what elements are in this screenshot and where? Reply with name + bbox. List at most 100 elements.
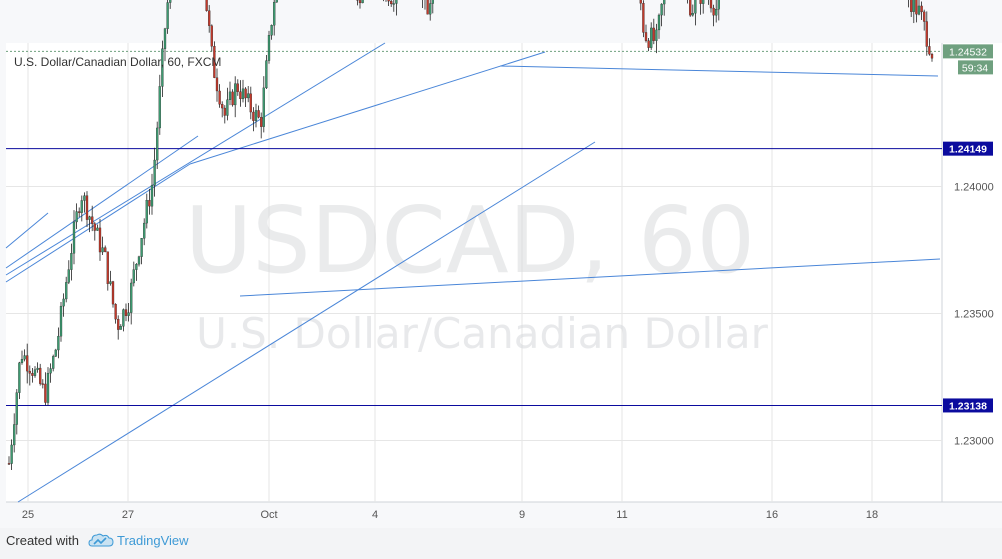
price-axis-area xyxy=(942,43,1002,502)
time-tick-label: 25 xyxy=(22,509,34,521)
price-axis: 1.260001.255001.250001.240001.235001.230… xyxy=(954,182,994,448)
watermark-symbol: USDCAD, 60 xyxy=(185,187,755,294)
candle-body xyxy=(657,14,661,31)
tradingview-link[interactable]: TradingView xyxy=(117,533,189,548)
candle-body xyxy=(244,88,247,99)
candle-body xyxy=(52,356,55,369)
candle-body xyxy=(267,35,271,61)
trendline xyxy=(5,163,191,283)
candle-body xyxy=(10,444,13,464)
trendline xyxy=(189,51,546,165)
candle-body xyxy=(915,0,918,15)
candle-body xyxy=(104,247,107,252)
level-tag-label: 1.23138 xyxy=(949,400,987,412)
candle-body xyxy=(390,0,393,5)
last-price-tag xyxy=(943,44,993,59)
candle-body xyxy=(257,110,260,118)
candle-body xyxy=(689,0,692,16)
candle-body xyxy=(93,223,96,231)
candle-body xyxy=(262,87,265,127)
candle-body xyxy=(18,362,21,393)
candle-body xyxy=(145,200,148,224)
time-tick-label: 4 xyxy=(372,509,378,521)
candle-body xyxy=(208,10,211,26)
candle-body xyxy=(20,359,24,363)
candle-body xyxy=(57,335,60,351)
trendline xyxy=(5,42,386,276)
time-tick-label: 27 xyxy=(122,509,134,521)
candle-body xyxy=(239,91,242,100)
candle-body xyxy=(28,370,31,374)
candle-body xyxy=(130,282,133,313)
candle-body xyxy=(213,46,216,78)
candle-body xyxy=(694,0,697,14)
price-tick-label: 1.23000 xyxy=(954,436,994,448)
candle-body xyxy=(712,7,715,16)
candle-body xyxy=(361,0,364,4)
candle-body xyxy=(231,91,234,106)
candle-body xyxy=(923,11,926,22)
price-tick-label: 1.23500 xyxy=(954,309,994,321)
candle-body xyxy=(166,2,169,29)
last-price-label: 1.24532 xyxy=(949,46,987,58)
candles xyxy=(7,0,934,471)
candle-body xyxy=(275,0,278,3)
candle-body xyxy=(254,110,258,121)
candle-body xyxy=(917,5,921,15)
price-tags: 1.260771.253471.248811.241491.231381.245… xyxy=(943,44,993,413)
candle-body xyxy=(88,216,91,220)
candle-body xyxy=(135,263,138,270)
candle-body xyxy=(98,227,102,253)
footer xyxy=(0,528,1002,559)
candle-body xyxy=(273,1,276,26)
candle-body xyxy=(54,349,57,357)
level-tag xyxy=(943,398,993,413)
candle-body xyxy=(153,159,156,186)
candle-body xyxy=(163,28,167,49)
candle-body xyxy=(925,21,928,47)
countdown-label: 59:34 xyxy=(962,62,988,74)
candle-body xyxy=(7,463,11,465)
time-tick-label: Oct xyxy=(260,509,277,521)
candle-body xyxy=(717,0,720,10)
candle-body xyxy=(26,355,29,372)
candle-body xyxy=(72,221,76,254)
candle-body xyxy=(395,0,398,4)
candle-body xyxy=(387,0,390,2)
candle-body xyxy=(652,27,655,41)
candle-body xyxy=(127,312,130,316)
candle-body xyxy=(23,355,26,360)
level-tag xyxy=(943,141,993,156)
candle-body xyxy=(101,247,104,253)
candle-body xyxy=(62,298,65,307)
candle-body xyxy=(241,88,245,100)
candle-body xyxy=(143,222,146,239)
candle-body xyxy=(140,238,143,257)
candle-body xyxy=(161,48,164,87)
trendline xyxy=(5,135,199,269)
candle-body xyxy=(111,281,115,305)
candle-body xyxy=(169,0,172,3)
candle-body xyxy=(33,369,37,376)
candle-body xyxy=(15,392,18,425)
candle-body xyxy=(158,86,161,129)
candle-body xyxy=(265,60,268,89)
candle-body xyxy=(234,83,237,106)
candle-body xyxy=(647,40,650,48)
candle-body xyxy=(41,383,44,385)
trendline xyxy=(17,141,596,503)
candle-body xyxy=(655,29,658,41)
candle-body xyxy=(91,216,94,224)
candle-body xyxy=(930,54,934,59)
candle-body xyxy=(426,0,429,15)
candle-body xyxy=(210,25,213,47)
tradingview-cloud-icon xyxy=(88,533,114,547)
candle-body xyxy=(223,107,226,116)
candle-body xyxy=(247,93,250,99)
candle-body xyxy=(150,185,154,207)
candle-body xyxy=(65,282,68,300)
time-tick-label: 16 xyxy=(766,509,778,521)
candle-body xyxy=(358,0,362,4)
level-tag-label: 1.24149 xyxy=(949,144,987,156)
